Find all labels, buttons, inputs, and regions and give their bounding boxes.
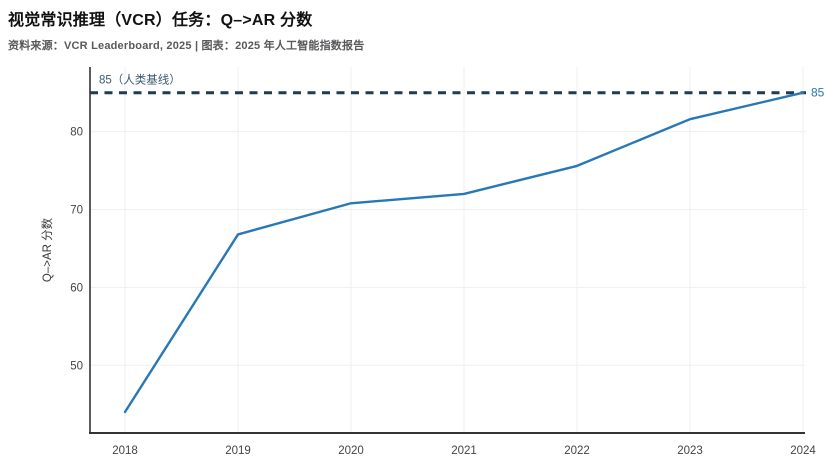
baseline-label: 85（人类基线）: [99, 73, 181, 87]
y-tick-label: 50: [70, 360, 83, 372]
chart-header: 视觉常识推理（VCR）任务：Q–>AR 分数 资料来源：VCR Leaderbo…: [8, 6, 364, 53]
x-tick-label: 2019: [225, 445, 251, 457]
y-tick-label: 70: [70, 205, 83, 217]
x-tick-label: 2021: [451, 445, 477, 457]
y-tick-label: 60: [70, 282, 83, 294]
x-tick-label: 2023: [677, 445, 703, 457]
y-axis-title: Q–>AR 分数: [40, 217, 54, 282]
chart-source: 资料来源：VCR Leaderboard, 2025 | 图表：2025 年人工…: [8, 40, 365, 52]
line-end-value-label: 85: [811, 86, 825, 100]
chart-title: 视觉常识推理（VCR）任务：Q–>AR 分数: [8, 12, 313, 29]
x-tick-label: 2020: [338, 445, 364, 457]
x-tick-label: 2018: [112, 445, 138, 457]
x-tick-label: 2024: [790, 445, 816, 457]
score-line: [123, 91, 805, 414]
x-tick-label: 2022: [564, 445, 590, 457]
y-tick-label: 80: [70, 127, 83, 139]
